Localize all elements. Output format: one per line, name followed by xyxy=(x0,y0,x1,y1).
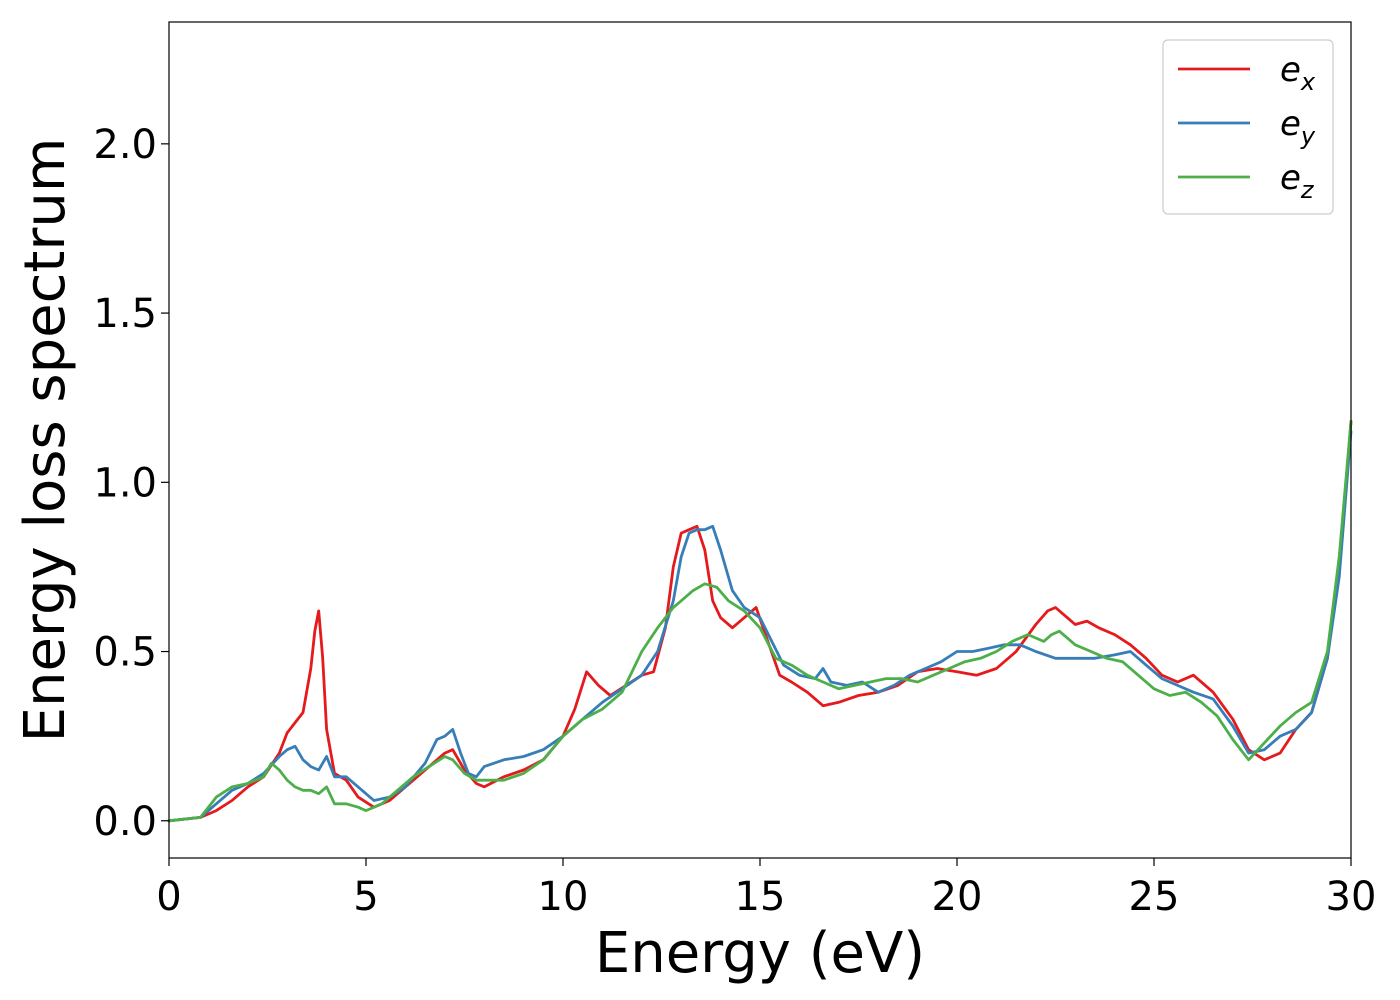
y-tick-label: 1.5 xyxy=(93,291,157,337)
x-tick-label: 5 xyxy=(353,874,378,920)
x-axis-label: Energy (eV) xyxy=(595,921,925,986)
series-line-z xyxy=(167,419,1353,823)
legend-label-z: ez xyxy=(1280,158,1315,204)
y-tick-label: 2.0 xyxy=(93,122,157,168)
legend-label-x: ex xyxy=(1280,50,1316,96)
legend-box xyxy=(1162,39,1334,215)
x-axis: 0 5 10 15 20 25 30 xyxy=(156,858,1376,920)
series-line-x xyxy=(167,419,1353,823)
legend-entries: ex ey ez xyxy=(1178,50,1316,204)
y-tick-label: 0.0 xyxy=(93,799,157,845)
x-tick-label: 25 xyxy=(1129,874,1180,920)
y-axis-label: Energy loss spectrum xyxy=(13,138,78,743)
series-line-y xyxy=(167,430,1353,823)
legend-label-y: ey xyxy=(1280,104,1316,150)
x-tick-label: 0 xyxy=(156,874,181,920)
x-tick-label: 30 xyxy=(1326,874,1377,920)
y-tick-label: 0.5 xyxy=(93,630,157,676)
legend: ex ey ez xyxy=(1162,39,1334,215)
y-axis: 0.0 0.5 1.0 1.5 2.0 xyxy=(93,122,169,845)
x-tick-label: 10 xyxy=(538,874,589,920)
y-tick-label: 1.0 xyxy=(93,460,157,506)
x-tick-label: 20 xyxy=(932,874,983,920)
series-layer xyxy=(167,419,1353,823)
x-tick-label: 15 xyxy=(735,874,786,920)
